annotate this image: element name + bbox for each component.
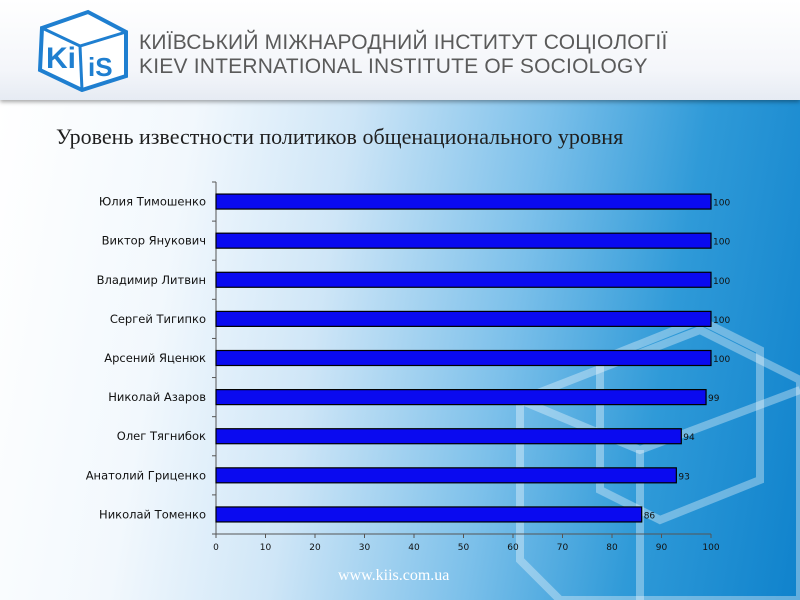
data-label: 86: [644, 511, 656, 521]
svg-text:iS: iS: [88, 52, 113, 82]
bar: [215, 232, 712, 249]
bar: [215, 310, 712, 327]
bar: [215, 389, 707, 406]
bar-chart: 0 10 20 30 40 50 60 70 80 90 100 Юлия Тимошенко 100 В…: [86, 181, 730, 553]
bar: [215, 467, 677, 484]
header-band: Ki iS КИЇВСЬКИЙ МІЖНАРОДНИЙ ІНСТИТУТ СОЦ…: [0, 0, 800, 100]
data-label: 99: [708, 394, 720, 404]
x-tick-label: 50: [458, 543, 470, 553]
kiis-logo: Ki iS: [37, 9, 128, 92]
bar: [215, 271, 712, 288]
footer-website-url: www.kiis.com.ua: [338, 567, 450, 584]
category-label: Олег Тягнибок: [117, 429, 206, 443]
data-label: 94: [683, 433, 695, 443]
x-tick-label: 70: [557, 543, 569, 553]
institute-name-ukrainian: КИЇВСЬКИЙ МІЖНАРОДНИЙ ІНСТИТУТ СОЦІОЛОГІ…: [139, 31, 668, 54]
institute-name-english: KIEV INTERNATIONAL INSTITUTE OF SOCIOLOG…: [139, 55, 648, 78]
category-label: Виктор Янукович: [102, 234, 206, 248]
data-label: 100: [713, 316, 730, 326]
x-tick-label: 40: [408, 543, 420, 553]
svg-text:Ki: Ki: [46, 42, 76, 75]
data-label: 100: [713, 238, 730, 248]
category-label: Николай Томенко: [99, 507, 206, 521]
x-tick-label: 30: [359, 543, 371, 553]
category-label: Владимир Литвин: [97, 273, 206, 287]
data-label: 100: [713, 277, 730, 287]
x-tick-label: 60: [507, 543, 519, 553]
x-tick-label: 20: [309, 543, 321, 553]
category-label: Николай Азаров: [108, 390, 206, 404]
category-label: Юлия Тимошенко: [99, 195, 206, 209]
category-label: Арсений Яценюк: [104, 351, 206, 365]
x-tick-label: 100: [702, 543, 719, 553]
bar: [215, 428, 682, 445]
bar: [215, 193, 712, 210]
slide-title: Уровень известности политиков общенацион…: [56, 124, 624, 149]
category-label: Сергей Тигипко: [110, 312, 206, 326]
data-label: 100: [713, 199, 730, 209]
bar: [215, 506, 643, 523]
category-label: Анатолий Гриценко: [86, 468, 206, 482]
data-label: 100: [713, 355, 730, 365]
x-tick-label: 80: [606, 543, 618, 553]
data-label: 93: [678, 472, 689, 482]
bar: [215, 349, 712, 367]
x-tick-label: 10: [260, 543, 272, 553]
x-tick-label: 0: [213, 543, 219, 553]
x-tick-label: 90: [656, 543, 668, 553]
